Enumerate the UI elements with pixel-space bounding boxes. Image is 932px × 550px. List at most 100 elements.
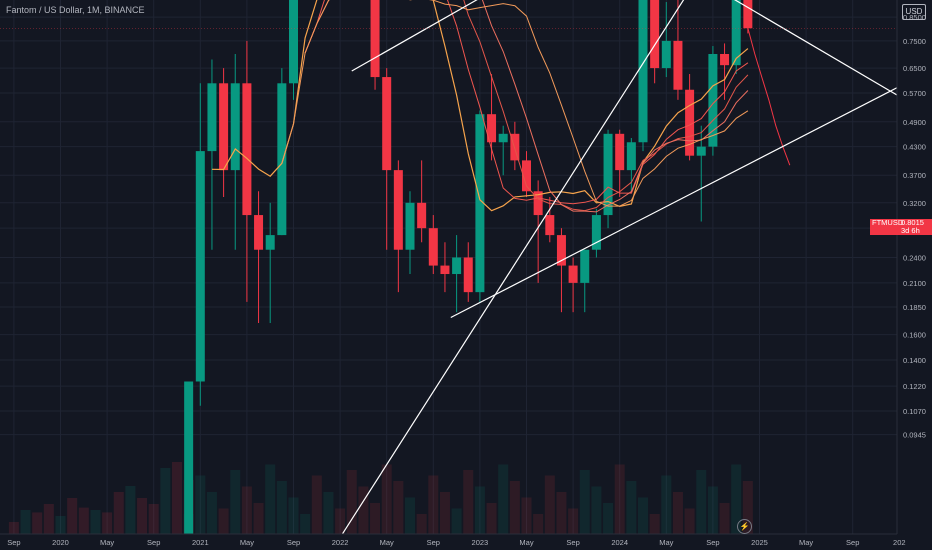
x-tick-label: Sep (147, 538, 160, 547)
y-tick-label: 0.3700 (903, 171, 926, 180)
volume-bar (381, 464, 392, 534)
candle-body (650, 0, 660, 69)
volume-bar (230, 470, 241, 534)
price-axis (897, 0, 932, 550)
x-tick-label: Sep (846, 538, 859, 547)
volume-bar (661, 475, 672, 534)
candle-body (219, 83, 229, 171)
volume-bar (428, 475, 439, 534)
x-tick-label: Sep (287, 538, 300, 547)
volume-bar (335, 508, 346, 534)
volume-bar (731, 464, 742, 534)
volume-bar (370, 503, 381, 534)
x-tick-label: Sep (427, 538, 440, 547)
candle-body (487, 114, 497, 143)
candle-body (463, 257, 473, 293)
x-tick-label: Sep (706, 538, 719, 547)
price-tag-countdown: 3d 6h (901, 226, 920, 235)
candle-body (591, 215, 601, 250)
volume-bar (218, 508, 229, 534)
volume-bar (568, 508, 579, 534)
volume-bar (300, 514, 311, 534)
y-tick-label: 0.8500 (903, 13, 926, 22)
volume-bar (486, 503, 497, 534)
volume-bar (463, 470, 474, 534)
candle-body (242, 83, 252, 216)
candle-body (673, 40, 683, 90)
volume-bar (498, 464, 509, 534)
trendline (734, 0, 900, 97)
moving-average-line (304, 0, 749, 205)
volume-bar (416, 514, 427, 534)
volume-bar (591, 486, 602, 534)
candle-body (638, 0, 648, 143)
currency-button[interactable]: USD (902, 4, 926, 20)
volume-bar (311, 475, 322, 534)
y-tick-label: 0.4300 (903, 143, 926, 152)
x-tick-label: 2021 (192, 538, 209, 547)
volume-bar (626, 481, 637, 534)
candle-body (393, 170, 403, 250)
candle-body (545, 215, 555, 236)
moving-average-line (281, 0, 749, 207)
volume-bar (32, 512, 43, 534)
volume-bar (707, 486, 718, 534)
candle-body (731, 0, 741, 66)
volume-bar (672, 492, 683, 534)
volume-bar (603, 503, 614, 534)
volume-bar (78, 507, 89, 534)
volume-bar (206, 492, 217, 534)
candle-body (230, 83, 240, 171)
x-tick-label: May (659, 538, 673, 547)
x-tick-label: May (240, 538, 254, 547)
volume-bar (276, 481, 287, 534)
candle-body (498, 133, 508, 143)
y-tick-label: 0.3200 (903, 199, 926, 208)
y-tick-label: 0.1850 (903, 303, 926, 312)
volume-bar (521, 497, 532, 534)
y-tick-label: 0.1070 (903, 407, 926, 416)
volume-bar (393, 481, 404, 534)
volume-bar (125, 486, 136, 534)
candle-body (708, 53, 718, 147)
volume-bar (323, 492, 334, 534)
volume-bar (451, 508, 462, 534)
x-tick-label: May (519, 538, 533, 547)
candle-body (184, 381, 194, 534)
candle-body (685, 89, 695, 156)
candle-body (440, 265, 450, 275)
volume-bar (696, 470, 707, 534)
y-tick-label: 0.1220 (903, 382, 926, 391)
volume-bar (265, 464, 276, 534)
candle-body (522, 160, 531, 192)
candle-body (265, 235, 275, 250)
y-tick-label: 0.1600 (903, 331, 926, 340)
candle-body (603, 133, 613, 216)
volume-bar (102, 512, 113, 534)
volume-bar (113, 492, 124, 534)
candle-body (289, 0, 298, 84)
volume-bar (195, 475, 206, 534)
y-tick-label: 0.7500 (903, 37, 926, 46)
lightning-bolt-icon[interactable]: ⚡ (737, 519, 752, 534)
volume-bar (358, 486, 369, 534)
x-tick-label: May (380, 538, 394, 547)
volume-bar (148, 504, 159, 534)
y-tick-label: 0.2100 (903, 279, 926, 288)
candle-body (475, 114, 485, 293)
y-tick-label: 0.0945 (903, 431, 926, 440)
candle-body (405, 202, 415, 250)
candle-body (452, 257, 462, 275)
x-tick-label: 2024 (611, 538, 628, 547)
trendline (450, 85, 900, 319)
y-tick-label: 0.6500 (903, 64, 926, 73)
volume-bar (742, 481, 753, 534)
price-tag-symbol: FTMUSD (872, 218, 904, 227)
candle-body (417, 202, 427, 229)
volume-bar (137, 498, 148, 534)
candle-body (428, 228, 438, 266)
candle-body (382, 77, 392, 171)
candle-body (207, 83, 217, 152)
volume-bar (253, 503, 264, 534)
